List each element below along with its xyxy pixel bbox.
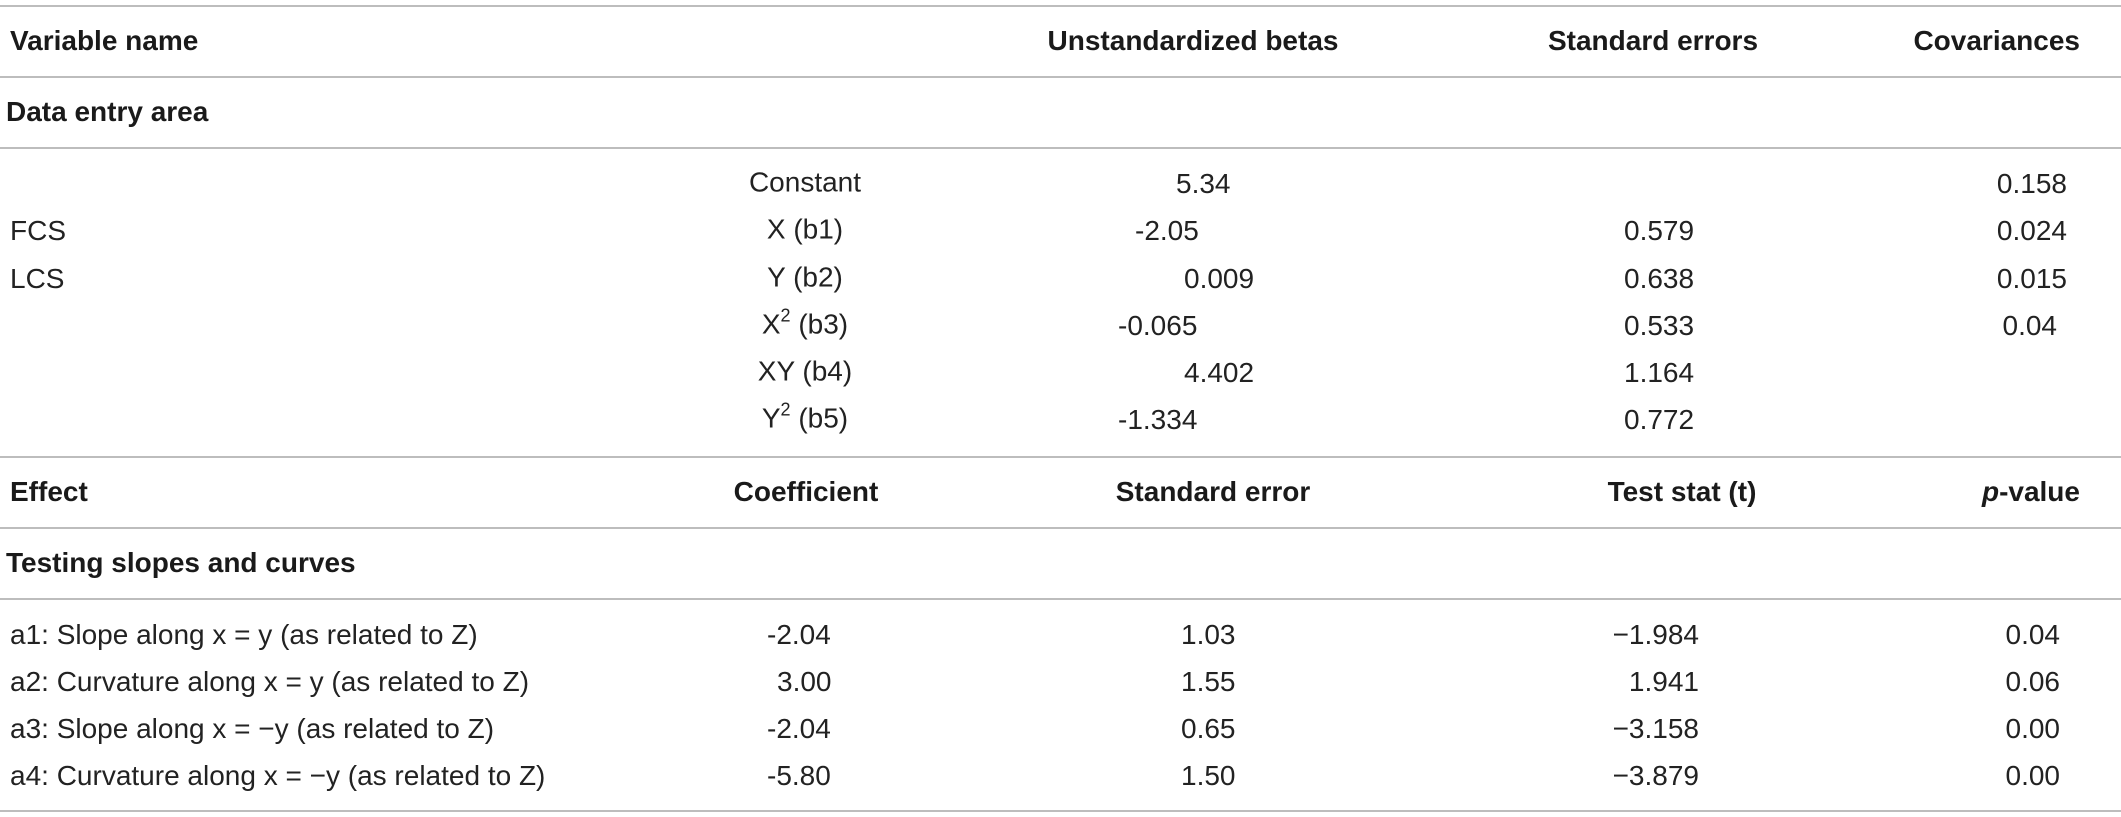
term-cell: Y (b2) [767, 261, 843, 293]
se-cell: 1.55 [1181, 666, 1236, 697]
p-value-cell: 0.06 [2005, 666, 2061, 697]
coefficient-cell: 3.00 [777, 666, 832, 697]
header-coefficient: Coefficient [733, 476, 879, 507]
section-label-testing: Testing slopes and curves [6, 547, 356, 578]
rule-under-section-2 [0, 598, 2121, 600]
header-test-stat: Test stat (t) [1607, 476, 1757, 507]
se-cell: 0.533 [1624, 310, 1695, 341]
section-label-data-entry: Data entry area [6, 96, 209, 127]
t-stat-cell: −1.984 [1612, 619, 1699, 650]
beta-cell: -2.05 [1135, 215, 1199, 246]
rule-under-section-1 [0, 147, 2121, 149]
rule-bottom [0, 810, 2121, 812]
rule-under-header [0, 76, 2121, 78]
cov-cell: 0.158 [1996, 168, 2067, 199]
p-value-cell: 0.04 [2005, 619, 2061, 650]
t-stat-cell: −3.158 [1612, 713, 1699, 744]
cov-cell: 0.024 [1996, 215, 2067, 246]
header-standard-error: Standard error [1115, 476, 1311, 507]
coefficient-cell: -5.80 [767, 760, 831, 791]
se-cell: 1.50 [1181, 760, 1236, 791]
header-standard-errors: Standard errors [1547, 25, 1759, 56]
term-cell: X (b1) [766, 213, 844, 245]
beta-cell: -0.065 [1118, 310, 1198, 341]
header-p-value: p-value [1981, 476, 2080, 507]
p-value-cell: 0.00 [2005, 713, 2061, 744]
cov-cell: 0.04 [2002, 310, 2058, 341]
term-cell: Constant [748, 166, 862, 198]
rule-under-header-2 [0, 527, 2121, 529]
beta-cell: 0.009 [1184, 263, 1255, 294]
term-cell: XY (b4) [757, 355, 853, 387]
se-cell: 0.772 [1624, 404, 1695, 435]
variable-cell: FCS [10, 215, 66, 246]
se-cell: 1.164 [1624, 357, 1695, 388]
variable-cell: LCS [10, 263, 65, 294]
header-covariances: Covariances [1913, 25, 2080, 56]
header-variable-name: Variable name [10, 25, 199, 56]
effect-cell: a4: Curvature along x = −y (as related t… [10, 760, 546, 791]
term-cell: Y2 (b5) [761, 399, 849, 434]
se-cell: 0.638 [1624, 263, 1695, 294]
beta-cell: 5.34 [1176, 168, 1231, 199]
se-cell: 0.579 [1624, 215, 1695, 246]
header-effect: Effect [10, 476, 88, 507]
se-cell: 1.03 [1181, 619, 1236, 650]
effect-cell: a3: Slope along x = −y (as related to Z) [10, 713, 495, 744]
term-cell: X2 (b3) [761, 305, 849, 340]
effect-cell: a2: Curvature along x = y (as related to… [10, 666, 530, 697]
coefficient-cell: -2.04 [767, 713, 831, 744]
t-stat-cell: −3.879 [1612, 760, 1699, 791]
p-value-cell: 0.00 [2005, 760, 2061, 791]
cov-cell: 0.015 [1996, 263, 2067, 294]
rule-between-tables [0, 456, 2121, 458]
header-unstandardized-betas: Unstandardized betas [1047, 25, 1339, 56]
t-stat-cell: 1.941 [1628, 666, 1699, 697]
beta-cell: -1.334 [1118, 404, 1198, 435]
se-cell: 0.65 [1181, 713, 1236, 744]
coefficient-cell: -2.04 [767, 619, 831, 650]
effect-cell: a1: Slope along x = y (as related to Z) [10, 619, 478, 650]
beta-cell: 4.402 [1184, 357, 1255, 388]
rule-top [0, 5, 2121, 7]
